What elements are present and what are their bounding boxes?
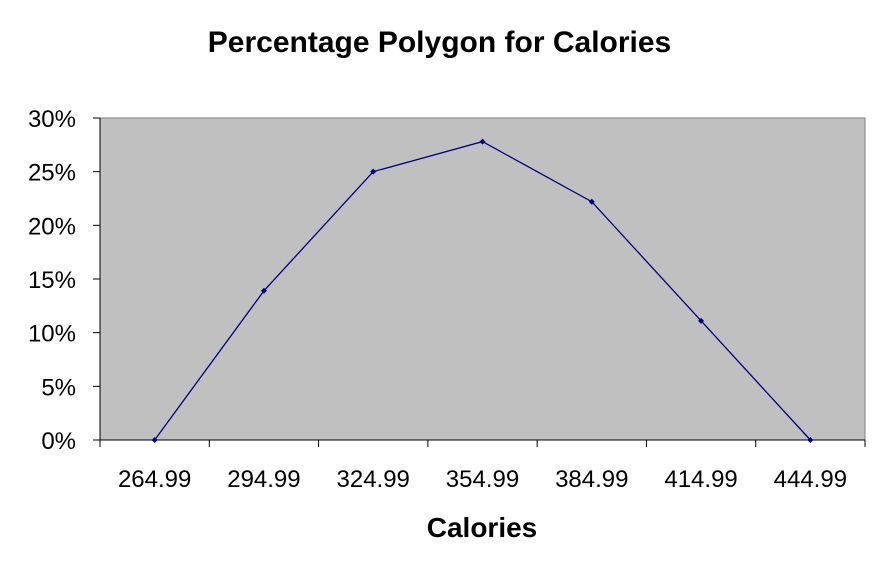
data-point — [370, 168, 377, 175]
chart-title: Percentage Polygon for Calories — [207, 26, 672, 59]
y-tick-label: 30% — [28, 106, 76, 133]
x-tick-label: 384.99 — [555, 466, 628, 493]
x-tick-label: 354.99 — [446, 466, 519, 493]
data-point — [588, 198, 595, 205]
y-tick-label: 15% — [28, 267, 76, 294]
data-point — [151, 437, 158, 443]
data-point — [260, 287, 267, 294]
x-tick-label: 414.99 — [664, 466, 737, 493]
x-tick-label: 264.99 — [118, 466, 191, 493]
x-axis: 264.99 294.99 324.99 354.99 384.99 414.99 444.… — [99, 439, 866, 493]
x-tick-label: 324.99 — [337, 466, 410, 493]
y-tick-label: 5% — [41, 374, 76, 401]
x-tick-label: 294.99 — [227, 466, 300, 493]
y-tick-label: 10% — [28, 321, 76, 348]
y-tick-label: 0% — [41, 428, 76, 455]
data-point — [807, 437, 814, 443]
y-tick-label: 20% — [28, 213, 76, 240]
data-point — [698, 317, 705, 324]
plot-area — [99, 117, 866, 441]
x-axis-title: Calories — [427, 512, 538, 543]
y-axis: 0% 5% 10% 15% 20% 25% 30% — [28, 106, 101, 455]
y-tick-label: 25% — [28, 160, 76, 187]
data-point — [479, 138, 486, 145]
series-layer — [151, 138, 814, 443]
x-tick-label: 444.99 — [774, 466, 847, 493]
